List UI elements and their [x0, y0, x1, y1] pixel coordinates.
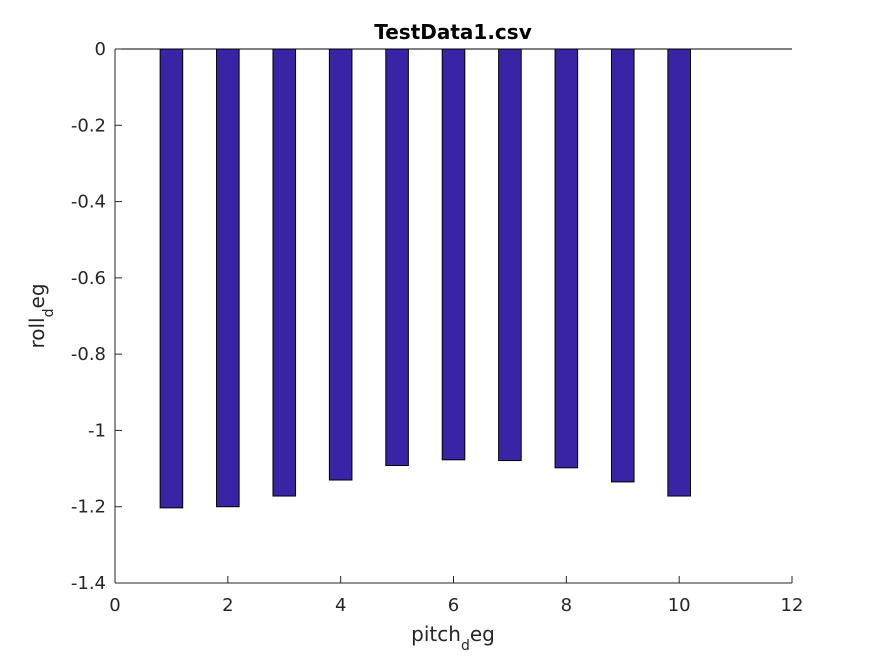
y-axis-label-base: roll: [25, 317, 49, 348]
x-tick-label: 8: [561, 595, 572, 616]
y-tick-label: -1: [88, 420, 106, 441]
y-axis-ticks: 0 -0.2 -0.4 -0.6 -0.8 -1 -1.2 -1.4: [71, 39, 122, 594]
x-axis-ticks: 0 2 4 6 8 10 12: [109, 576, 803, 616]
y-tick-label: -1.2: [71, 497, 106, 518]
bar-1: [159, 48, 184, 509]
x-axis-label-rest: eg: [470, 622, 495, 646]
x-tick-label: 12: [781, 595, 804, 616]
bar-series: [115, 48, 792, 509]
y-axis-label-sub: d: [41, 308, 57, 317]
bar-6: [441, 48, 466, 461]
y-tick-label: 0: [95, 39, 106, 60]
x-tick-label: 4: [335, 595, 346, 616]
x-tick-label: 0: [109, 595, 120, 616]
x-axis-label-sub: d: [461, 638, 470, 654]
bar-3: [272, 48, 297, 497]
y-tick-label: -0.4: [71, 192, 106, 213]
x-axis-label: pitchdeg: [411, 622, 495, 654]
bar-5: [385, 48, 409, 467]
bar-8: [554, 48, 579, 469]
bar-4: [328, 48, 353, 481]
bar-2: [216, 48, 240, 508]
y-tick-label: -0.2: [71, 115, 106, 136]
y-tick-label: -1.4: [71, 573, 106, 594]
chart-title: TestData1.csv: [374, 20, 531, 44]
x-axis-label-base: pitch: [411, 622, 461, 646]
x-tick-label: 2: [222, 595, 233, 616]
bar-10: [667, 48, 691, 497]
y-axis-label-rest: eg: [25, 283, 49, 308]
y-tick-label: -0.8: [71, 344, 106, 365]
x-tick-label: 10: [668, 595, 691, 616]
x-tick-label: 6: [448, 595, 459, 616]
y-axis-label: rolldeg: [25, 283, 57, 348]
bar-9: [610, 48, 635, 483]
bar-7: [498, 48, 522, 462]
y-tick-label: -0.6: [71, 268, 106, 289]
